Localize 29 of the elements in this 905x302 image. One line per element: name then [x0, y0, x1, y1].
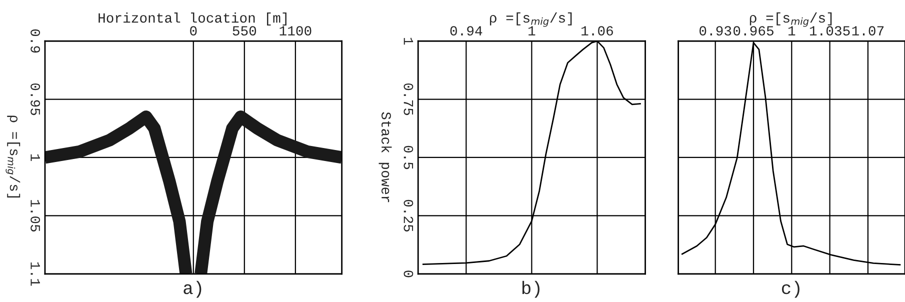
y-tick-label: 1.05: [30, 200, 40, 232]
x-tick-label: 0.93: [700, 26, 732, 36]
x-tick-label: 0.94: [450, 26, 482, 36]
y-tick-label: 0: [404, 270, 414, 278]
text: a): [184, 280, 202, 298]
x-tick-label: 0.965: [734, 26, 774, 36]
y-tick-label: 1.1: [30, 262, 40, 286]
text: b): [522, 280, 540, 298]
y-tick-label: 0.25: [404, 200, 414, 232]
y-tick-label: 0.95: [30, 83, 40, 116]
y-tick-label: 0.75: [404, 83, 414, 116]
x-tick-label: 1: [528, 26, 536, 36]
x-tick-label: 0: [190, 26, 197, 36]
y-tick-label: 1: [404, 38, 414, 45]
x-tick-label: 1100: [280, 26, 312, 36]
x-axis-title: Horizontal location [m]: [98, 12, 286, 26]
y-tick-label: 0.5: [404, 146, 414, 170]
text: c): [782, 280, 800, 298]
x-axis-title: ρ =[s$_{mig}$/s]: [490, 12, 572, 27]
x-tick-label: 550: [232, 26, 256, 36]
y-axis-title: ρ =[s$_{mig}$/s]: [6, 116, 20, 198]
x-tick-label: 1: [788, 26, 796, 36]
x-tick-label: 1.035: [810, 26, 850, 36]
x-axis-title: ρ =[s$_{mig}$/s]: [750, 12, 832, 27]
x-tick-label: 1.07: [852, 26, 884, 36]
x-tick-label: 1.06: [582, 26, 613, 36]
y-axis-title: Stack power: [378, 112, 392, 202]
y-tick-label: 1: [30, 154, 40, 161]
y-tick-label: 0.9: [30, 29, 40, 53]
